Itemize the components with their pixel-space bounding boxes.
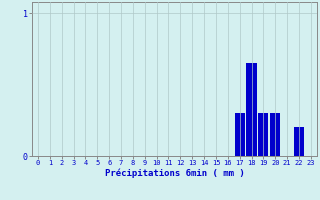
Bar (294, 127, 304, 156)
Bar (270, 113, 280, 156)
Bar (246, 63, 257, 156)
X-axis label: Précipitations 6min ( mm ): Précipitations 6min ( mm ) (105, 169, 244, 178)
Bar (258, 113, 268, 156)
Bar (235, 113, 245, 156)
